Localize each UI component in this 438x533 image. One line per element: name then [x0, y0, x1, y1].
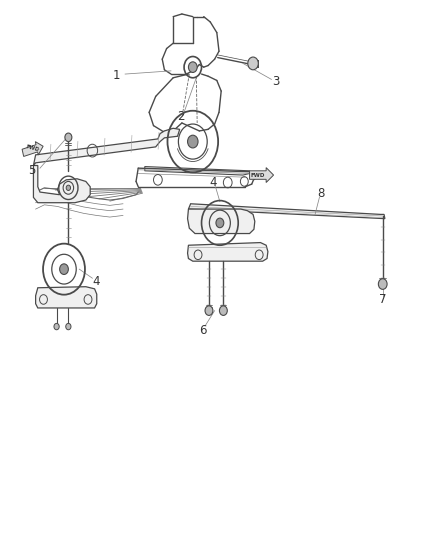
Polygon shape [187, 243, 268, 261]
Text: FWD: FWD [26, 144, 40, 152]
Circle shape [54, 324, 59, 330]
Polygon shape [33, 128, 180, 165]
Text: 3: 3 [272, 75, 279, 88]
Text: 6: 6 [199, 324, 206, 337]
Text: FWD: FWD [251, 173, 265, 177]
Polygon shape [33, 165, 90, 203]
Circle shape [66, 185, 71, 190]
Text: 8: 8 [317, 187, 325, 200]
Circle shape [248, 57, 258, 70]
Text: 7: 7 [379, 294, 386, 306]
Circle shape [188, 62, 197, 72]
Polygon shape [250, 167, 274, 182]
Circle shape [378, 279, 387, 289]
Polygon shape [187, 209, 255, 233]
Text: 4: 4 [209, 176, 217, 189]
Circle shape [219, 306, 227, 316]
Polygon shape [22, 142, 43, 157]
Circle shape [187, 135, 198, 148]
Circle shape [205, 306, 213, 316]
Text: 5: 5 [28, 164, 36, 177]
Circle shape [65, 133, 72, 142]
Text: 1: 1 [113, 69, 120, 82]
Circle shape [66, 324, 71, 330]
Circle shape [60, 264, 68, 274]
Circle shape [216, 218, 224, 228]
Text: 4: 4 [92, 275, 99, 288]
Polygon shape [145, 166, 250, 175]
Polygon shape [188, 204, 385, 219]
Text: 2: 2 [177, 110, 184, 123]
Polygon shape [35, 287, 97, 308]
